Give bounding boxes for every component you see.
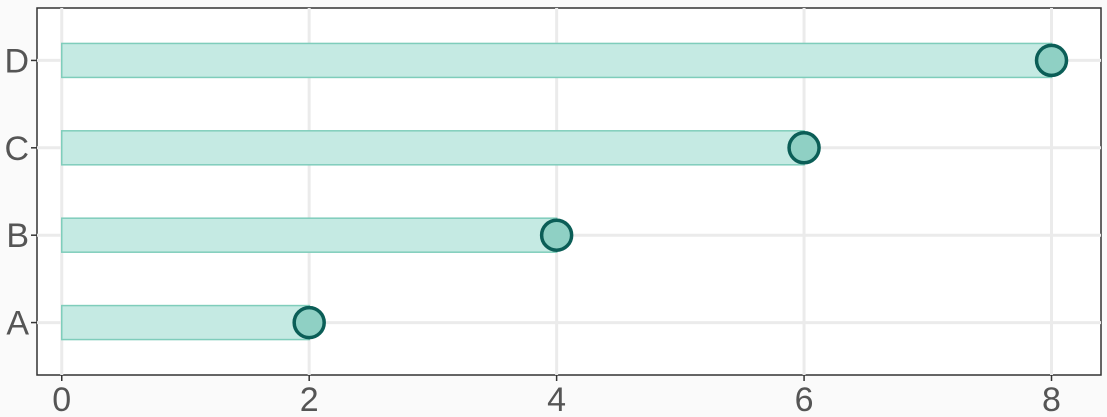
y-tick-label: A — [6, 305, 29, 343]
x-tick-label: 8 — [1042, 381, 1061, 417]
y-tick-label: D — [4, 42, 29, 80]
bars-layer — [60, 42, 1053, 341]
y-tick-label: C — [4, 130, 29, 168]
y-tick-label: B — [6, 217, 29, 255]
x-tick-label: 4 — [547, 381, 566, 417]
x-tick-label: 0 — [52, 381, 71, 417]
bar-d — [60, 42, 1053, 79]
point-a — [292, 305, 326, 340]
bar-a — [60, 304, 310, 341]
bar-c — [60, 130, 805, 166]
markers-layer — [292, 43, 1069, 340]
x-tick-label: 6 — [795, 381, 814, 417]
point-b — [539, 218, 574, 252]
x-tick-label: 2 — [300, 381, 319, 417]
x-axis: 0 2 4 6 8 — [52, 375, 1061, 417]
point-c — [787, 131, 821, 165]
y-axis: A B C D — [4, 42, 37, 343]
bar-b — [60, 217, 558, 253]
point-d — [1034, 43, 1069, 78]
